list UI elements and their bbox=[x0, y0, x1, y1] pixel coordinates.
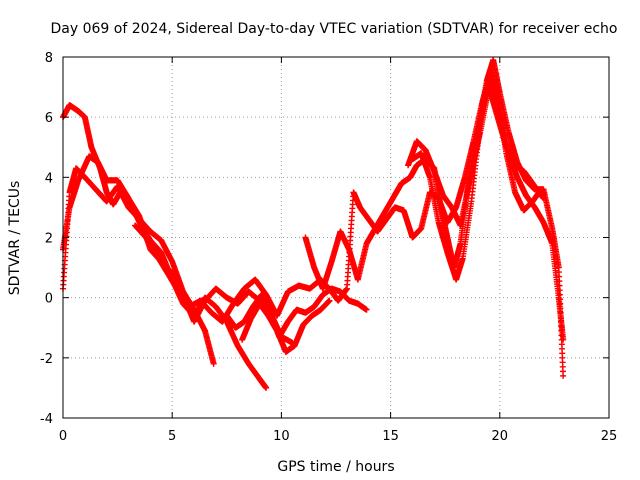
y-tick-label: 2 bbox=[45, 232, 53, 247]
x-axis-label: GPS time / hours bbox=[277, 459, 394, 475]
x-tick-label: 10 bbox=[273, 429, 290, 444]
y-tick-label: 8 bbox=[45, 51, 53, 66]
x-tick-label: 20 bbox=[492, 429, 509, 444]
y-axis-label: SDTVAR / TECUs bbox=[7, 181, 23, 296]
y-tick-label: 6 bbox=[45, 111, 53, 126]
data-point bbox=[210, 360, 217, 367]
series-trace-7 bbox=[302, 84, 547, 292]
y-tick-label: -2 bbox=[40, 352, 53, 367]
x-tick-label: 5 bbox=[168, 429, 176, 444]
chart-title: Day 069 of 2024, Sidereal Day-to-day VTE… bbox=[51, 21, 618, 37]
y-tick-label: 0 bbox=[45, 292, 53, 307]
axis-ticks: 0 5 10 15 20 25 -4 -2 0 2 4 6 8 bbox=[40, 51, 617, 444]
data-point bbox=[560, 372, 567, 379]
y-tick-label: -4 bbox=[40, 412, 53, 427]
x-tick-label: 15 bbox=[382, 429, 399, 444]
series-trace-3 bbox=[60, 102, 296, 346]
y-tick-label: 4 bbox=[45, 171, 53, 186]
series-trace-1 bbox=[60, 165, 217, 367]
data-points bbox=[60, 57, 567, 391]
x-tick-label: 0 bbox=[59, 429, 67, 444]
x-tick-label: 25 bbox=[601, 429, 618, 444]
data-point bbox=[263, 384, 270, 391]
